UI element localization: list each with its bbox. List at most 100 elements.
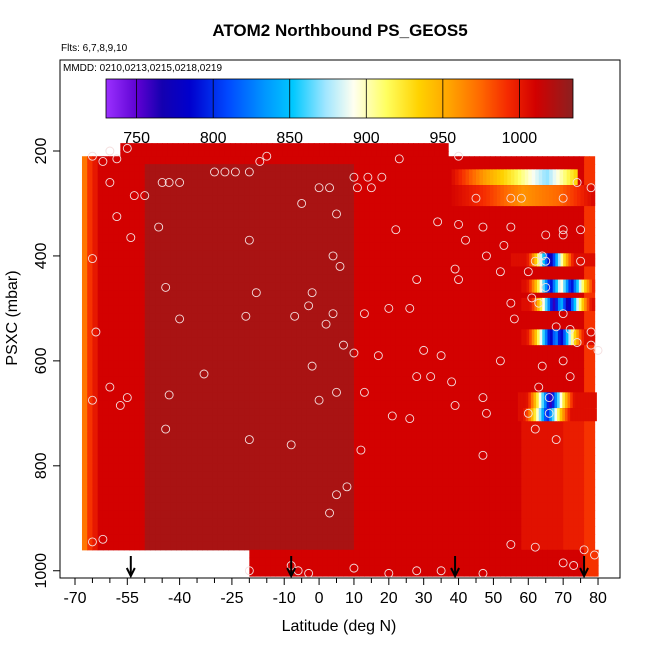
heatmap-cell xyxy=(500,368,507,378)
heatmap-cell xyxy=(160,242,167,252)
heatmap-cell xyxy=(108,463,114,472)
heatmap-cell xyxy=(327,164,334,173)
heatmap-cell xyxy=(353,242,360,252)
heatmap-cell xyxy=(395,423,402,433)
heatmap-cell xyxy=(244,541,250,551)
heatmap-cell xyxy=(380,353,386,362)
heatmap-cell xyxy=(474,486,481,496)
heatmap-cell xyxy=(160,313,167,323)
heatmap-cell xyxy=(223,227,230,236)
heatmap-cell xyxy=(149,195,156,205)
heatmap-cell xyxy=(453,250,460,260)
heatmap-cell xyxy=(510,164,517,173)
heatmap-cell xyxy=(197,384,203,393)
heatmap-cell xyxy=(81,297,88,307)
heatmap-cell xyxy=(369,219,376,228)
heatmap-cell xyxy=(584,526,590,535)
heatmap-cell xyxy=(176,392,182,401)
heatmap-cell xyxy=(406,187,413,197)
heatmap-cell xyxy=(254,250,261,260)
heatmap-cell xyxy=(87,258,94,268)
heatmap-cell xyxy=(172,143,179,152)
heatmap-cell xyxy=(123,274,130,283)
heatmap-cell xyxy=(547,463,554,472)
heatmap-cell xyxy=(542,431,549,441)
heatmap-cell xyxy=(547,502,554,512)
heatmap-cell xyxy=(416,510,423,519)
heatmap-cell xyxy=(81,526,88,535)
heatmap-cell xyxy=(411,211,418,220)
heatmap-cell xyxy=(427,534,434,543)
heatmap-cell xyxy=(322,431,329,441)
heatmap-cell xyxy=(87,219,94,228)
heatmap-cell xyxy=(170,305,177,315)
heatmap-cell xyxy=(233,313,240,323)
heatmap-cell xyxy=(118,518,125,527)
heatmap-cell xyxy=(338,455,345,464)
heatmap-cell xyxy=(526,234,533,244)
heatmap-cell xyxy=(155,486,162,496)
heatmap-cell xyxy=(212,408,219,417)
heatmap-cell xyxy=(275,179,282,189)
heatmap-cell xyxy=(317,494,324,504)
heatmap-cell xyxy=(416,282,423,291)
heatmap-cell xyxy=(312,439,318,449)
heatmap-cell xyxy=(134,305,141,315)
heatmap-cell xyxy=(380,266,386,275)
heatmap-cell xyxy=(212,242,219,252)
heatmap-cell xyxy=(510,376,517,386)
heatmap-cell xyxy=(270,195,277,205)
heatmap-cell xyxy=(92,400,99,409)
heatmap-cell xyxy=(149,211,156,220)
heatmap-cell xyxy=(155,415,162,425)
heatmap-cell xyxy=(223,337,230,346)
heatmap-cell xyxy=(155,423,162,433)
heatmap-cell xyxy=(176,494,182,504)
heatmap-cell xyxy=(401,447,407,456)
heatmap-cell xyxy=(149,463,156,472)
heatmap-cell xyxy=(301,274,308,283)
heatmap-cell xyxy=(338,171,345,181)
heatmap-cell xyxy=(191,486,198,496)
heatmap-cell xyxy=(495,242,501,252)
heatmap-cell xyxy=(191,478,198,488)
heatmap-cell xyxy=(359,266,366,275)
heatmap-cell xyxy=(191,282,198,291)
heatmap-cell xyxy=(411,321,418,330)
heatmap-cell xyxy=(291,305,298,315)
heatmap-cell xyxy=(343,242,350,252)
heatmap-cell xyxy=(186,368,193,378)
heatmap-cell xyxy=(442,321,449,330)
heatmap-cell xyxy=(369,242,376,252)
heatmap-cell xyxy=(453,345,460,354)
heatmap-cell xyxy=(521,290,528,299)
heatmap-cell xyxy=(149,526,156,535)
heatmap-cell xyxy=(406,164,413,173)
heatmap-cell xyxy=(240,143,247,152)
heatmap-cell xyxy=(469,329,475,338)
heatmap-cell xyxy=(531,518,538,527)
heatmap-cell xyxy=(432,227,439,236)
heatmap-cell xyxy=(353,439,360,449)
heatmap-cell xyxy=(369,353,376,362)
heatmap-cell xyxy=(207,408,214,417)
heatmap-cell xyxy=(343,156,350,165)
heatmap-cell xyxy=(557,368,564,378)
heatmap-cell xyxy=(453,211,460,220)
heatmap-cell xyxy=(338,164,345,173)
heatmap-cell xyxy=(275,494,282,504)
heatmap-cell xyxy=(385,250,392,260)
heatmap-cell xyxy=(113,384,120,393)
heatmap-cell xyxy=(160,439,167,449)
heatmap-cell xyxy=(442,494,449,504)
heatmap-cell xyxy=(521,431,528,441)
heatmap-cell xyxy=(285,518,292,527)
heatmap-cell xyxy=(249,227,256,236)
heatmap-cell xyxy=(437,156,444,165)
heatmap-cell xyxy=(500,455,507,464)
heatmap-cell xyxy=(442,195,449,205)
heatmap-cell xyxy=(118,227,125,236)
heatmap-cell xyxy=(531,463,538,472)
heatmap-cell xyxy=(317,541,324,551)
heatmap-cell xyxy=(343,455,350,464)
